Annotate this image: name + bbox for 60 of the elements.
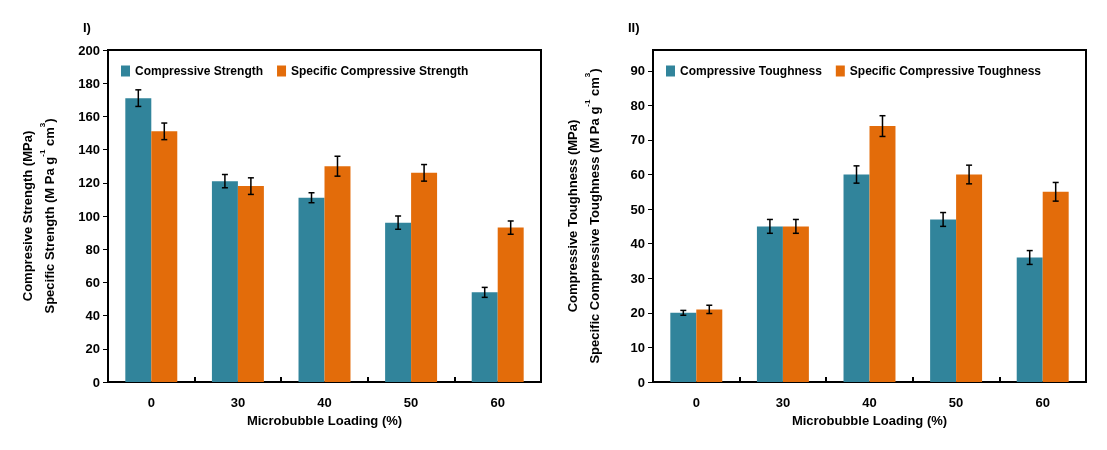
x-tick-label: 60 bbox=[490, 395, 505, 410]
bar bbox=[869, 126, 896, 382]
bar bbox=[471, 292, 498, 382]
x-tick-label: 50 bbox=[948, 395, 964, 410]
y-tick-label: 160 bbox=[78, 108, 100, 124]
bar bbox=[956, 174, 983, 382]
chart-title: I) bbox=[83, 20, 91, 35]
bar bbox=[930, 219, 957, 382]
bar bbox=[125, 98, 152, 382]
x-tick-label: 0 bbox=[692, 395, 700, 410]
bar bbox=[411, 172, 438, 382]
y-tick-label: 70 bbox=[630, 132, 645, 148]
y-tick-label: 180 bbox=[78, 75, 100, 91]
y-tick-label: 20 bbox=[630, 305, 645, 321]
legend-label: Specific Compressive Toughness bbox=[849, 64, 1042, 78]
y-tick-label: 0 bbox=[637, 374, 645, 390]
x-axis-title: Microbubble Loading (%) bbox=[246, 413, 403, 428]
bar bbox=[324, 166, 351, 382]
bar bbox=[151, 131, 178, 382]
x-tick-label: 0 bbox=[147, 395, 155, 410]
bar bbox=[670, 312, 697, 382]
x-tick-label: 30 bbox=[775, 395, 791, 410]
y-tick-label: 80 bbox=[85, 241, 100, 257]
x-tick-label: 40 bbox=[317, 395, 332, 410]
bar bbox=[756, 226, 783, 382]
y-tick-label: 200 bbox=[78, 42, 100, 58]
x-tick-label: 50 bbox=[403, 395, 419, 410]
bar bbox=[298, 197, 325, 382]
y-tick-label: 40 bbox=[630, 236, 645, 252]
x-tick-label: 60 bbox=[1035, 395, 1050, 410]
y-tick-label: 140 bbox=[78, 142, 100, 158]
y-tick-label: 60 bbox=[85, 274, 100, 290]
y-tick-label: 30 bbox=[630, 270, 645, 286]
y-tick-label: 40 bbox=[85, 308, 100, 324]
x-axis-title: Microbubble Loading (%) bbox=[791, 413, 948, 428]
bar bbox=[843, 174, 870, 382]
y-tick-label: 120 bbox=[78, 175, 100, 191]
legend-label: Compressive Toughness bbox=[680, 64, 823, 78]
y-tick-label: 80 bbox=[630, 97, 645, 113]
legend-label: Compressive Strength bbox=[135, 64, 264, 78]
y-axis-title: Compressive Toughness (MPa) Specific Compressive Toughness (M Pa g-1 cm3) bbox=[564, 68, 602, 364]
bar bbox=[782, 226, 809, 382]
bar bbox=[385, 222, 412, 382]
bar bbox=[1016, 257, 1043, 382]
bar bbox=[237, 186, 264, 382]
y-tick-label: 60 bbox=[630, 167, 645, 182]
y-tick-label: 20 bbox=[85, 341, 100, 357]
y-tick-label: 0 bbox=[92, 374, 100, 390]
bar bbox=[696, 309, 723, 382]
y-tick-label: 90 bbox=[630, 63, 645, 79]
legend-label: Specific Compressive Strength bbox=[291, 64, 469, 78]
y-tick-label: 100 bbox=[78, 208, 100, 224]
y-tick-label: 10 bbox=[630, 339, 645, 355]
bar bbox=[497, 227, 524, 382]
bar bbox=[1042, 191, 1069, 382]
y-tick-label: 50 bbox=[630, 201, 645, 217]
x-tick-label: 40 bbox=[862, 395, 877, 410]
bar bbox=[211, 181, 238, 382]
x-tick-label: 30 bbox=[230, 395, 246, 410]
chart-title: II) bbox=[628, 20, 640, 35]
